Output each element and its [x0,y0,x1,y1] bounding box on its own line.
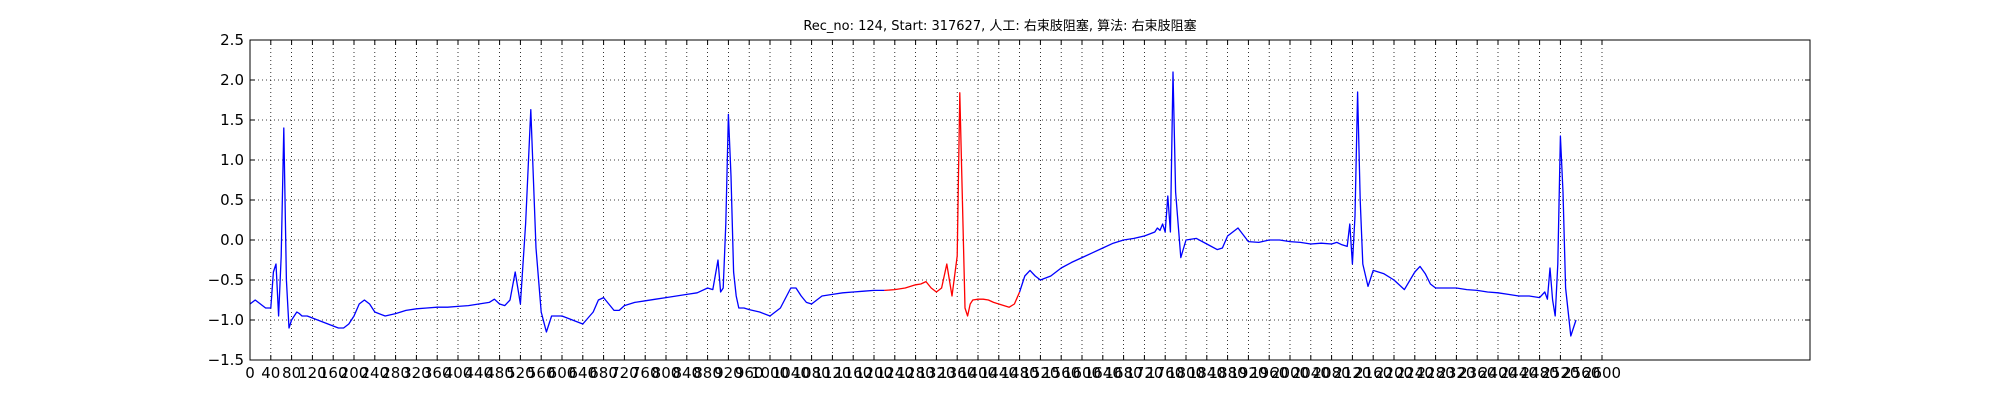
x-tick-label: 2360 [1458,364,1496,382]
y-tick-label: 1.0 [220,151,244,169]
x-tick-label: 2000 [1271,364,1309,382]
x-tick-label: 1320 [917,364,955,382]
x-tick-label: 1200 [855,364,893,382]
x-tick-label: 2560 [1562,364,1600,382]
x-tick-label: 1640 [1084,364,1122,382]
ecg-series-line-2 [884,92,1021,317]
x-tick-label: 720 [610,364,639,382]
x-tick-label: 2280 [1417,364,1455,382]
x-tick-label: 640 [568,364,597,382]
x-tick-label: 400 [444,364,473,382]
x-tick-label: 800 [652,364,681,382]
y-tick-label: −0.5 [208,271,244,289]
x-tick-label: 80 [282,364,301,382]
x-tick-label: 2040 [1292,364,1330,382]
x-tick-label: 0 [245,364,255,382]
x-tick-label: 1560 [1042,364,1080,382]
x-tick-label: 1080 [793,364,831,382]
x-tick-label: 1480 [1001,364,1039,382]
x-tick-label: 1720 [1125,364,1163,382]
x-tick-label: 520 [506,364,535,382]
x-tick-label: 960 [735,364,764,382]
x-tick-label: 120 [298,364,327,382]
x-tick-label: 2520 [1541,364,1579,382]
x-tick-label: 680 [589,364,618,382]
y-axis: −1.5 −1.0 −0.5 0.0 0.5 1.0 1.5 2.0 2.5 [208,31,1810,369]
x-tick-label: 2120 [1333,364,1371,382]
grid-lines [250,40,1810,360]
x-tick-label: 2160 [1354,364,1392,382]
x-tick-label: 440 [464,364,493,382]
y-tick-label: 1.5 [220,111,244,129]
x-tick-label: 1880 [1209,364,1247,382]
x-tick-label: 1680 [1105,364,1143,382]
x-tick-label: 2480 [1521,364,1559,382]
y-tick-label: 0.0 [220,231,244,249]
x-tick-label: 1240 [876,364,914,382]
x-tick-label: 2080 [1313,364,1351,382]
x-tick-label: 880 [693,364,722,382]
x-tick-label: 160 [319,364,348,382]
x-tick-label: 2440 [1500,364,1538,382]
y-tick-label: −1.5 [208,351,244,369]
x-tick-label: 1000 [751,364,789,382]
x-tick-label: 240 [360,364,389,382]
x-tick-label: 1600 [1063,364,1101,382]
x-tick-label: 200 [340,364,369,382]
x-tick-label: 1280 [897,364,935,382]
ecg-series-line-1 [249,108,885,333]
x-tick-label: 1760 [1146,364,1184,382]
x-tick-label: 840 [672,364,701,382]
x-tick-label: 2600 [1583,364,1621,382]
x-tick-label: 600 [548,364,577,382]
x-tick-label: 1520 [1021,364,1059,382]
y-tick-label: 2.0 [220,71,244,89]
x-tick-label: 1400 [959,364,997,382]
x-tick-label: 1840 [1188,364,1226,382]
x-tick-label: 480 [485,364,514,382]
ecg-series-line-3 [1018,71,1577,337]
x-tick-label: 760 [631,364,660,382]
x-axis: 0 40 8012016020024028032036040044048052056… [245,40,1621,382]
x-tick-label: 2320 [1437,364,1475,382]
x-tick-label: 1360 [938,364,976,382]
x-tick-label: 2400 [1479,364,1517,382]
x-tick-label: 560 [527,364,556,382]
x-tick-label: 1040 [772,364,810,382]
y-tick-label: 2.5 [220,31,244,49]
series-lines [249,71,1577,337]
y-tick-label: 0.5 [220,191,244,209]
x-tick-label: 920 [714,364,743,382]
x-tick-label: 1960 [1250,364,1288,382]
x-tick-label: 280 [381,364,410,382]
x-tick-label: 1160 [834,364,872,382]
x-tick-label: 360 [423,364,452,382]
x-tick-label: 1920 [1229,364,1267,382]
x-tick-label: 1440 [980,364,1018,382]
chart-title: Rec_no: 124, Start: 317627, 人工: 右束肢阻塞, 算… [803,18,1196,34]
x-tick-label: 1120 [813,364,851,382]
x-tick-label: 1800 [1167,364,1205,382]
x-tick-label: 40 [261,364,280,382]
y-tick-label: −1.0 [208,311,244,329]
x-tick-label: 2200 [1375,364,1413,382]
x-tick-label: 320 [402,364,431,382]
x-tick-label: 2240 [1396,364,1434,382]
